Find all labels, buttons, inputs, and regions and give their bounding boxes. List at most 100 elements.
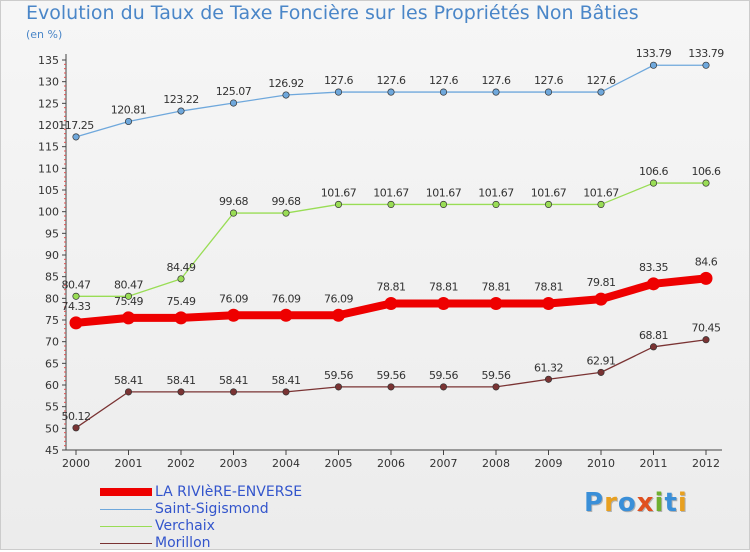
y-tick-label: 125 xyxy=(38,97,59,110)
data-point xyxy=(124,117,133,126)
data-label: 83.35 xyxy=(639,261,668,274)
x-tick-label: 2003 xyxy=(220,457,248,470)
data-label: 84.6 xyxy=(695,255,718,268)
data-point xyxy=(282,388,290,396)
data-label: 127.6 xyxy=(534,74,563,87)
x-tick-label: 2009 xyxy=(535,457,563,470)
data-point xyxy=(702,61,710,69)
data-label: 125.07 xyxy=(216,85,252,98)
data-label: 59.56 xyxy=(429,369,458,382)
data-label: 99.68 xyxy=(219,195,248,208)
y-tick-label: 65 xyxy=(45,357,59,370)
y-tick-label: 105 xyxy=(38,184,59,197)
data-label: 101.67 xyxy=(478,186,514,199)
data-label: 76.09 xyxy=(272,292,301,305)
data-label: 79.81 xyxy=(587,276,616,289)
data-point xyxy=(647,277,660,291)
data-label: 127.6 xyxy=(587,74,616,87)
data-label: 75.49 xyxy=(167,295,196,308)
data-point xyxy=(279,308,293,322)
y-tick-label: 45 xyxy=(45,444,59,457)
y-tick-label: 55 xyxy=(45,401,59,414)
data-label: 50.12 xyxy=(62,410,91,423)
data-label: 80.47 xyxy=(114,278,143,291)
data-point xyxy=(492,200,500,208)
data-point xyxy=(72,292,80,300)
data-label: 74.33 xyxy=(62,300,91,313)
logo-letter: o xyxy=(617,488,637,518)
data-point xyxy=(702,336,710,344)
y-unit-label: (en %) xyxy=(26,28,63,41)
data-label: 123.22 xyxy=(163,93,199,106)
data-label: 59.56 xyxy=(324,369,353,382)
data-point xyxy=(334,200,343,208)
data-point xyxy=(489,296,503,310)
data-label: 58.41 xyxy=(114,374,143,387)
data-point xyxy=(177,107,185,115)
x-tick-label: 2011 xyxy=(640,457,668,470)
data-point xyxy=(439,88,448,96)
data-point xyxy=(597,368,605,376)
data-point xyxy=(387,88,395,96)
data-label: 62.91 xyxy=(587,354,616,367)
data-label: 133.79 xyxy=(688,47,724,60)
data-point xyxy=(439,383,448,391)
data-point xyxy=(544,200,553,208)
data-label: 78.81 xyxy=(534,280,563,293)
data-point xyxy=(544,375,553,383)
chart-title: Evolution du Taux de Taxe Foncière sur l… xyxy=(26,2,639,24)
legend-label: Saint-Sigismond xyxy=(155,501,269,517)
x-tick-label: 2005 xyxy=(325,457,353,470)
data-point xyxy=(594,292,608,306)
data-label: 127.6 xyxy=(482,74,511,87)
data-label: 133.79 xyxy=(636,47,672,60)
y-tick-label: 90 xyxy=(45,249,59,262)
x-tick-label: 2008 xyxy=(482,457,510,470)
logo-letter: i xyxy=(654,488,665,518)
x-tick-label: 2007 xyxy=(430,457,458,470)
data-point xyxy=(69,316,83,330)
data-point xyxy=(387,200,395,208)
data-label: 120.81 xyxy=(111,103,147,116)
y-tick-label: 115 xyxy=(38,141,59,154)
legend-label: Morillon xyxy=(155,535,211,551)
y-tick-label: 95 xyxy=(45,227,59,240)
data-label: 101.67 xyxy=(426,186,462,199)
data-point xyxy=(384,296,398,310)
data-point xyxy=(597,200,605,208)
data-point xyxy=(122,311,135,325)
data-label: 78.81 xyxy=(482,280,511,293)
data-point xyxy=(229,388,238,396)
legend-swatch xyxy=(100,488,152,496)
data-point xyxy=(649,179,658,187)
data-label: 78.81 xyxy=(429,280,458,293)
data-point xyxy=(174,311,188,325)
data-point xyxy=(229,209,238,217)
y-tick-label: 130 xyxy=(38,76,59,89)
data-point xyxy=(124,292,133,300)
data-labels-layer: 50.12 58.41 58.41 58.41 58.41 59.56 59.56 59.56… xyxy=(58,47,724,423)
data-point xyxy=(177,275,185,283)
data-label: 59.56 xyxy=(482,369,511,382)
data-point xyxy=(439,200,448,208)
data-label: 68.81 xyxy=(639,329,668,342)
data-label: 58.41 xyxy=(167,374,196,387)
data-label: 58.41 xyxy=(272,374,301,387)
y-tick-label: 120 xyxy=(38,119,59,132)
logo-letter: t xyxy=(664,488,678,518)
data-point xyxy=(387,383,395,391)
y-tick-label: 100 xyxy=(38,206,59,219)
proxiti-logo: Proxiti xyxy=(584,488,688,518)
data-point xyxy=(334,383,343,391)
data-label: 61.32 xyxy=(534,361,563,374)
data-label: 75.49 xyxy=(114,295,143,308)
data-point xyxy=(282,91,290,99)
data-label: 58.41 xyxy=(219,374,248,387)
data-label: 76.09 xyxy=(219,292,248,305)
legend-label: LA RIVIèRE-ENVERSE xyxy=(155,484,303,500)
y-tick-label: 50 xyxy=(45,422,59,435)
data-label: 101.67 xyxy=(531,186,567,199)
logo-letter: r xyxy=(604,488,618,518)
data-point xyxy=(542,296,555,310)
